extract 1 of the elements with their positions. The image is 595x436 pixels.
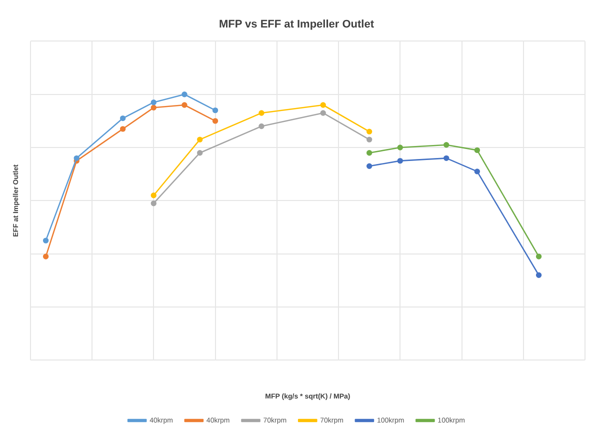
chart-title: MFP vs EFF at Impeller Outlet	[218, 18, 374, 31]
